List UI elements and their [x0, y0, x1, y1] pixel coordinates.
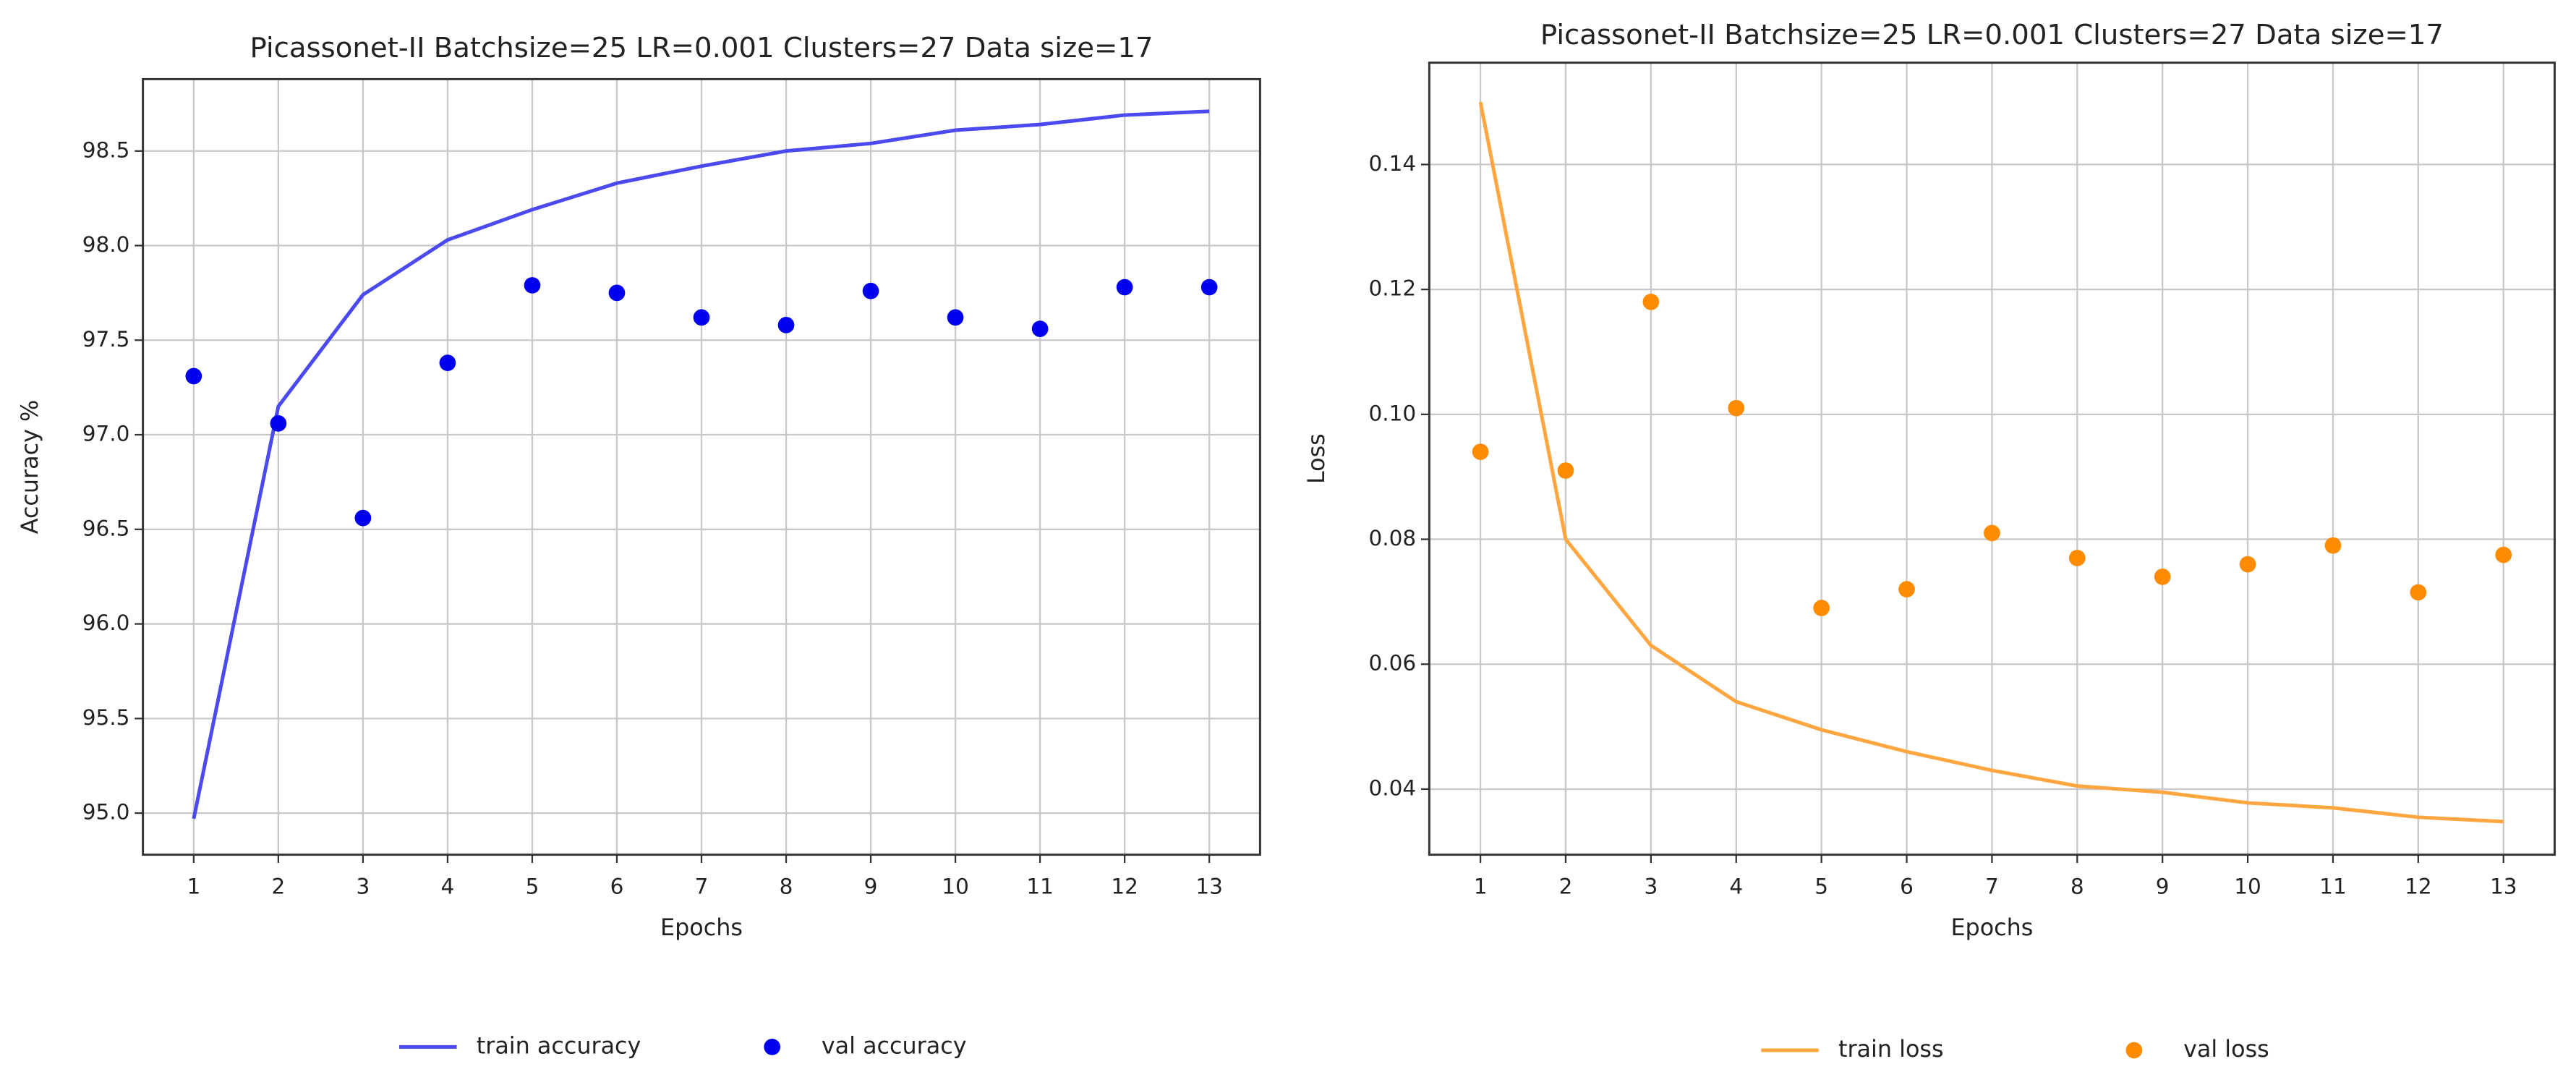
legend-label: train loss [1838, 1036, 1944, 1063]
series-point [270, 414, 287, 432]
y-tick-label: 0.06 [1368, 651, 1416, 676]
x-tick-label: 4 [441, 875, 455, 899]
series-point [185, 367, 202, 385]
x-tick-label: 2 [271, 875, 285, 899]
x-tick-label: 1 [1474, 875, 1488, 899]
series-point [1728, 399, 1745, 417]
y-tick-label: 98.5 [82, 137, 130, 162]
series-point [524, 277, 541, 294]
series-point [2239, 556, 2256, 573]
legend-label: train accuracy [477, 1032, 641, 1059]
series-point [777, 317, 795, 333]
x-tick-label: 4 [1729, 875, 1743, 899]
y-tick-label: 0.14 [1368, 151, 1416, 176]
y-tick-label: 98.0 [82, 232, 130, 257]
series-point [1472, 443, 1489, 461]
series-point [354, 509, 372, 527]
x-tick-label: 8 [780, 875, 793, 899]
x-tick-label: 7 [695, 875, 709, 899]
series-point [608, 284, 626, 302]
y-tick-label: 95.0 [82, 800, 130, 825]
series-point [2495, 546, 2512, 563]
legend-swatch [2125, 1042, 2143, 1059]
chart-title: Picassonet-II Batchsize=25 LR=0.001 Clus… [1540, 19, 2444, 51]
x-tick-label: 1 [187, 875, 200, 899]
y-tick-label: 0.04 [1368, 775, 1416, 800]
series-point [1642, 294, 1660, 310]
y-axis-label: Loss [1303, 433, 1330, 484]
x-tick-label: 3 [357, 875, 370, 899]
x-tick-label: 11 [1026, 875, 1054, 899]
x-tick-label: 12 [1111, 875, 1138, 899]
y-tick-label: 96.5 [82, 516, 130, 540]
x-tick-label: 10 [2234, 875, 2261, 899]
x-tick-label: 9 [2156, 875, 2170, 899]
chart-title: Picassonet-II Batchsize=25 LR=0.001 Clus… [250, 32, 1153, 64]
x-tick-label: 8 [2070, 875, 2084, 899]
plot-frame [142, 77, 1261, 856]
x-tick-label: 13 [1195, 875, 1223, 899]
series-point [1031, 320, 1049, 337]
series-point [2068, 550, 2086, 566]
y-tick-label: 0.12 [1368, 276, 1416, 301]
x-tick-label: 13 [2490, 875, 2517, 899]
x-tick-label: 2 [1559, 875, 1573, 899]
x-tick-label: 6 [610, 875, 624, 899]
series-point [1813, 600, 1830, 616]
x-axis-label: Epochs [660, 914, 743, 941]
y-tick-label: 0.08 [1368, 526, 1416, 550]
series-point [1116, 278, 1133, 296]
y-tick-label: 96.0 [82, 610, 130, 635]
series-point [2324, 537, 2342, 554]
series-point [693, 309, 710, 326]
x-tick-label: 5 [1814, 875, 1828, 899]
x-tick-label: 3 [1644, 875, 1658, 899]
x-axis-label: Epochs [1950, 914, 2033, 941]
series-point [439, 354, 456, 372]
x-tick-label: 6 [1900, 875, 1914, 899]
legend-swatch [764, 1039, 781, 1055]
x-tick-label: 11 [2319, 875, 2347, 899]
series-point [1984, 524, 2000, 542]
series-line [1478, 101, 2504, 824]
legend-label: val loss [2183, 1036, 2269, 1063]
y-tick-label: 0.10 [1368, 401, 1416, 425]
plot-frame [1428, 61, 2556, 856]
y-axis-label: Accuracy % [17, 400, 43, 534]
legend-label: val accuracy [822, 1032, 967, 1059]
x-tick-label: 7 [1985, 875, 1999, 899]
series-point [2154, 568, 2171, 585]
x-tick-label: 12 [2405, 875, 2432, 899]
series-point [862, 282, 879, 299]
series-point [2410, 584, 2427, 601]
series-point [1898, 581, 1915, 597]
series-line [192, 109, 1210, 820]
series-point [947, 309, 964, 326]
x-tick-label: 5 [526, 875, 539, 899]
y-tick-label: 97.0 [82, 422, 130, 446]
y-tick-label: 95.5 [82, 705, 130, 730]
x-tick-label: 9 [864, 875, 878, 899]
series-point [1200, 278, 1218, 296]
series-point [1557, 462, 1574, 479]
x-tick-label: 10 [942, 875, 969, 899]
y-tick-label: 97.5 [82, 327, 130, 352]
